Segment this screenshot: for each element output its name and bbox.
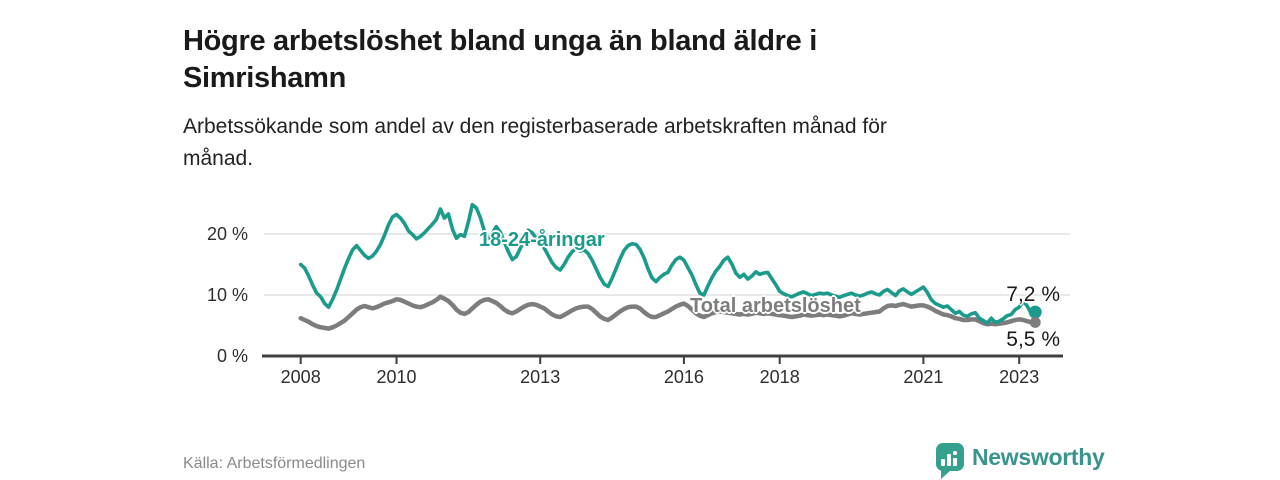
title-line-1: Högre arbetslöshet bland unga än bland ä… — [183, 25, 817, 58]
subtitle-line-1: Arbetssökande som andel av den registerb… — [183, 115, 887, 138]
newsworthy-chart-bubble-icon — [936, 443, 964, 471]
x-tick-label-2023: 2023 — [999, 367, 1040, 387]
page-title: Högre arbetslöshet bland unga än bland ä… — [183, 23, 1043, 97]
source-note: Källa: Arbetsförmedlingen — [183, 455, 366, 472]
x-tick-label-2013: 2013 — [520, 367, 561, 387]
x-tick-label-2016: 2016 — [663, 367, 704, 387]
logo-bar-exclaim — [953, 458, 957, 466]
line-total — [298, 294, 1038, 331]
x-tick-label-2021: 2021 — [903, 367, 944, 387]
y-tick-label-0: 0 % — [216, 346, 248, 366]
chart-subtitle: Arbetssökande som andel av den registerb… — [183, 111, 1063, 175]
x-axis-ticks — [299, 356, 1021, 364]
end-value-label-total: 5,5 % — [1006, 328, 1060, 351]
subtitle-line-2: månad. — [183, 147, 254, 170]
title-line-2: Simrishamn — [183, 62, 346, 95]
series-label-young: 18-24-åringar — [479, 229, 605, 251]
end-dot-young — [1028, 305, 1042, 319]
logo-bar-tall — [947, 454, 951, 466]
logo-exclaim-dot — [953, 451, 957, 455]
x-tick-label-2008: 2008 — [280, 367, 321, 387]
x-tick-label-2010: 2010 — [376, 367, 417, 387]
x-tick-label-2018: 2018 — [759, 367, 800, 387]
brand-name: Newsworthy — [972, 444, 1105, 470]
end-value-label-young: 7,2 % — [1006, 283, 1060, 306]
logo-bubble-tail — [941, 470, 951, 479]
y-tick-label-20: 20 % — [206, 224, 248, 244]
series-label-total: Total arbetslöshet — [690, 295, 861, 317]
logo-bar-short — [941, 459, 945, 466]
end-dot-total — [1029, 316, 1041, 328]
line-young — [298, 202, 1037, 325]
y-tick-label-10: 10 % — [206, 285, 248, 305]
gridlines — [264, 233, 1070, 296]
